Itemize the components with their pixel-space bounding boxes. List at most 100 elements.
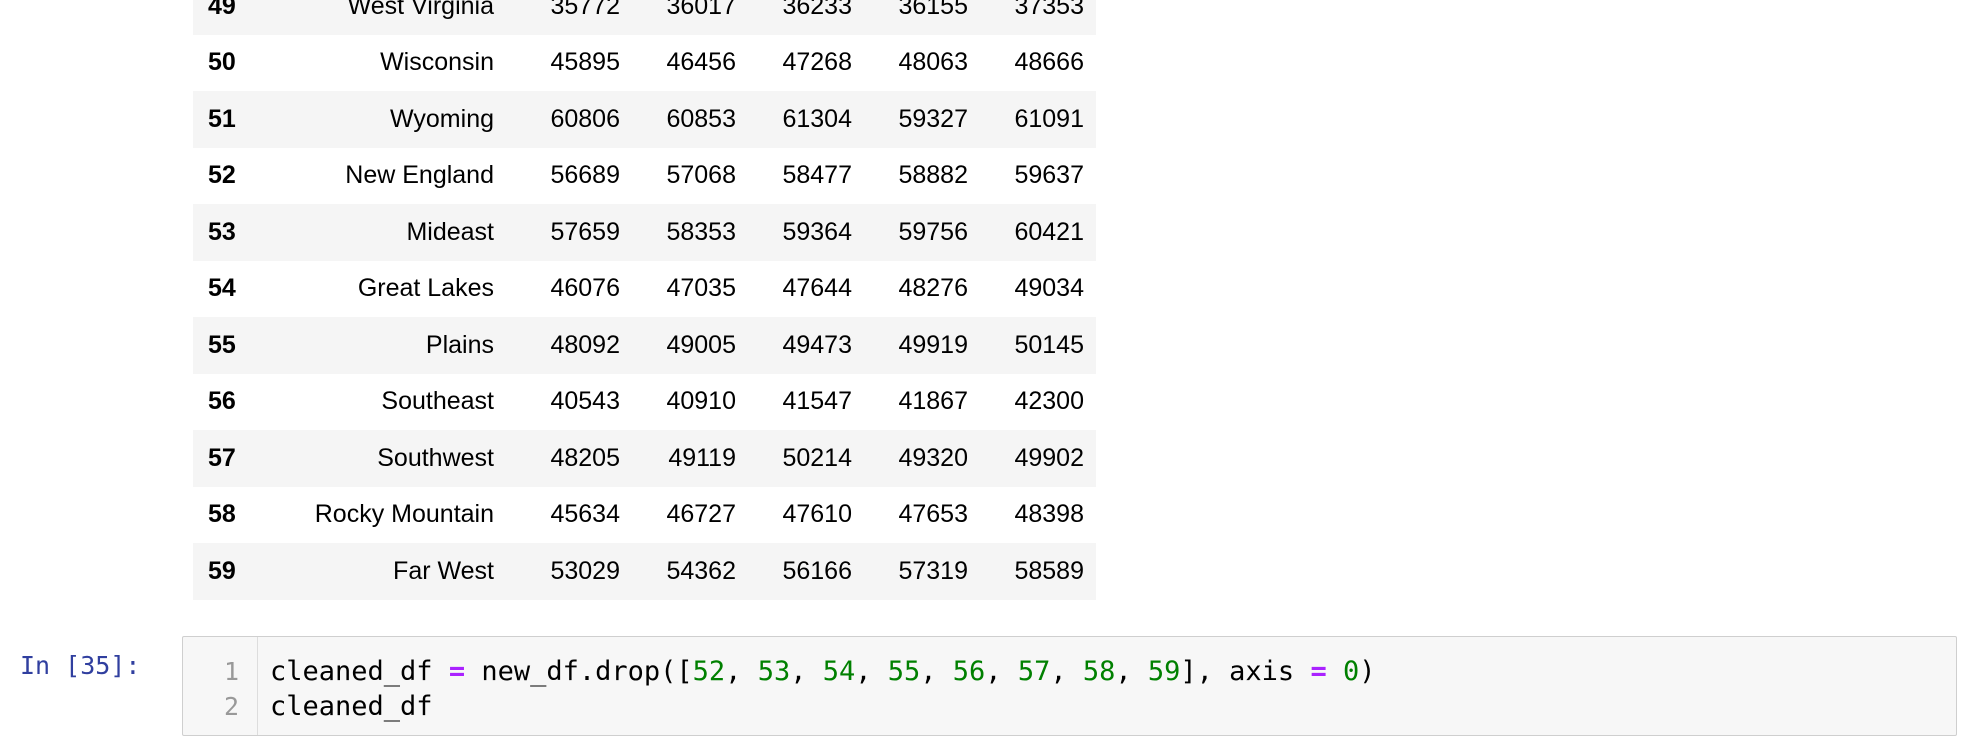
region-cell: Far West: [393, 556, 494, 585]
line-number-gutter: 1 2: [183, 637, 258, 735]
code-token: 55: [887, 656, 921, 687]
code-token: ,: [725, 656, 758, 687]
row-index: 53: [208, 217, 236, 246]
value-cell: 50214: [782, 443, 852, 472]
row-index: 54: [208, 274, 236, 303]
value-cell: 49919: [898, 330, 968, 359]
value-cell: 57319: [898, 556, 968, 585]
value-cell: 60806: [550, 104, 620, 133]
code-token: 57: [1017, 656, 1051, 687]
code-token: 59: [1147, 656, 1181, 687]
table-row: 59 Far West 53029 54362 56166 57319 58589: [193, 543, 1096, 600]
table-row: 52 New England 56689 57068 58477 58882 59637: [193, 147, 1096, 204]
dataframe-output-table: 49 West Virginia 35772 36017 36233 36155 37353…: [193, 0, 1096, 600]
value-cell: 48092: [550, 330, 620, 359]
code-line[interactable]: cleaned_df: [270, 691, 433, 722]
region-cell: Rocky Mountain: [314, 500, 494, 529]
value-cell: 49034: [1014, 274, 1084, 303]
value-cell: 42300: [1014, 387, 1084, 416]
code-token: ): [1359, 656, 1376, 687]
value-cell: 48205: [550, 443, 620, 472]
region-cell: West Virginia: [347, 0, 494, 20]
value-cell: 47610: [782, 500, 852, 529]
region-cell: Mideast: [406, 217, 494, 246]
table-row: 58 Rocky Mountain 45634 46727 47610 47653 4839…: [193, 486, 1096, 543]
code-token: ,: [1050, 656, 1083, 687]
value-cell: 47644: [782, 274, 852, 303]
value-cell: 54362: [666, 556, 736, 585]
code-token: 56: [952, 656, 986, 687]
row-index: 57: [208, 443, 236, 472]
table-row: 50 Wisconsin 45895 46456 47268 48063 48666: [193, 34, 1096, 91]
code-cell-editor[interactable]: 1 2 cleaned_df = new_df.drop([52, 53, 54…: [182, 636, 1957, 736]
row-index: 50: [208, 48, 236, 77]
region-cell: Great Lakes: [357, 274, 494, 303]
value-cell: 36017: [666, 0, 736, 20]
value-cell: 59637: [1014, 161, 1084, 190]
value-cell: 41867: [898, 387, 968, 416]
line-number: 1: [223, 657, 239, 686]
table-row: 51 Wyoming 60806 60853 61304 59327 61091: [193, 91, 1096, 148]
value-cell: 50145: [1014, 330, 1084, 359]
code-token: 54: [822, 656, 856, 687]
code-token: =: [1310, 656, 1327, 687]
value-cell: 40910: [666, 387, 736, 416]
value-cell: 36233: [782, 0, 852, 20]
value-cell: 57068: [666, 161, 736, 190]
value-cell: 47268: [782, 48, 852, 77]
value-cell: 58589: [1014, 556, 1084, 585]
region-cell: New England: [345, 161, 494, 190]
value-cell: 53029: [550, 556, 620, 585]
value-cell: 45895: [550, 48, 620, 77]
value-cell: 47035: [666, 274, 736, 303]
region-cell: Wisconsin: [380, 48, 494, 77]
value-cell: 49902: [1014, 443, 1084, 472]
value-cell: 46076: [550, 274, 620, 303]
value-cell: 49005: [666, 330, 736, 359]
table-row: 56 Southeast 40543 40910 41547 41867 42300: [193, 373, 1096, 430]
value-cell: 35772: [550, 0, 620, 20]
value-cell: 59327: [898, 104, 968, 133]
value-cell: 59364: [782, 217, 852, 246]
value-cell: 47653: [898, 500, 968, 529]
value-cell: 58477: [782, 161, 852, 190]
value-cell: 49119: [668, 443, 736, 472]
code-token: ,: [790, 656, 823, 687]
value-cell: 41547: [782, 387, 852, 416]
row-index: 52: [208, 161, 236, 190]
table-row: 54 Great Lakes 46076 47035 47644 48276 49034: [193, 260, 1096, 317]
table-row: 49 West Virginia 35772 36017 36233 36155 37353: [193, 0, 1096, 35]
row-index: 55: [208, 330, 236, 359]
value-cell: 46727: [666, 500, 736, 529]
value-cell: 59756: [898, 217, 968, 246]
code-line[interactable]: cleaned_df = new_df.drop([52, 53, 54, 55…: [270, 654, 1956, 689]
value-cell: 48666: [1014, 48, 1084, 77]
value-cell: 60421: [1014, 217, 1084, 246]
row-index: 49: [208, 0, 236, 20]
code-editor[interactable]: cleaned_df = new_df.drop([52, 53, 54, 55…: [258, 637, 1956, 735]
value-cell: 48063: [898, 48, 968, 77]
value-cell: 58353: [666, 217, 736, 246]
row-index: 59: [208, 556, 236, 585]
value-cell: 49473: [782, 330, 852, 359]
table-row: 53 Mideast 57659 58353 59364 59756 60421: [193, 204, 1096, 261]
code-token: =: [448, 656, 466, 687]
code-token: 53: [757, 656, 791, 687]
value-cell: 61091: [1014, 104, 1084, 133]
value-cell: 61304: [782, 104, 852, 133]
value-cell: 48276: [898, 274, 968, 303]
value-cell: 45634: [550, 500, 620, 529]
code-token: 0: [1342, 656, 1360, 687]
code-token: ,: [920, 656, 953, 687]
code-token: cleaned_df: [270, 656, 449, 687]
value-cell: 48398: [1014, 500, 1084, 529]
code-token: ,: [985, 656, 1018, 687]
code-token: 58: [1082, 656, 1116, 687]
code-token: ,: [855, 656, 888, 687]
value-cell: 58882: [898, 161, 968, 190]
region-cell: Plains: [425, 330, 494, 359]
table-row: 55 Plains 48092 49005 49473 49919 50145: [193, 317, 1096, 374]
code-token: 52: [692, 656, 726, 687]
code-token: ], axis: [1180, 656, 1311, 687]
